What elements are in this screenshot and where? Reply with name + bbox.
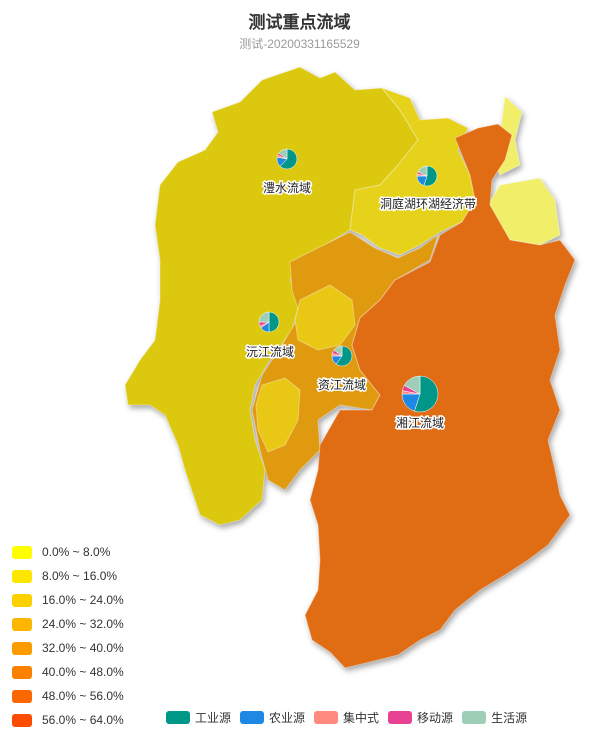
basin-label: 资江流域 [318,378,366,392]
pie-legend-label: 移动源 [417,711,454,725]
basin-label: 澧水流域 [263,181,311,195]
legend-item[interactable]: 40.0% ~ 48.0% [12,660,124,684]
pie-group [258,148,439,413]
legend-label: 32.0% ~ 40.0% [42,641,124,655]
pie-slice[interactable] [258,311,270,323]
pie-slice[interactable] [278,148,288,160]
legend-swatch [12,617,32,631]
legend-item[interactable]: 8.0% ~ 16.0% [12,564,124,588]
legend-item[interactable]: 32.0% ~ 40.0% [12,636,124,660]
legend-label: 48.0% ~ 56.0% [42,689,124,703]
legend-item[interactable]: 16.0% ~ 24.0% [12,588,124,612]
pie-slice[interactable] [279,148,298,170]
basin-label: 沅江流域 [246,345,294,359]
pie-legend-swatch [166,711,190,724]
region-lower-yellow[interactable] [255,377,301,453]
pie-legend-swatch [462,711,487,724]
pie-legend-swatch [240,711,265,724]
legend-swatch [12,593,32,607]
region-east[interactable] [304,123,576,669]
pie-legend-swatch [314,711,339,724]
region-northeast[interactable] [349,86,476,256]
legend-swatch [12,641,32,655]
pie-slice[interactable] [333,345,343,357]
basin-pie[interactable] [331,345,353,367]
basin-pie[interactable] [258,311,280,333]
legend-swatch [12,545,32,559]
pie-legend-item[interactable]: 工业源 [166,709,231,726]
pie-legend[interactable]: 工业源 农业源 集中式 移动源 生活源 [166,709,536,726]
basin-label: 洞庭湖环湖经济带 [380,196,476,211]
pie-slice[interactable] [335,345,353,367]
basin-pie[interactable] [401,375,439,413]
legend-label: 40.0% ~ 48.0% [42,665,124,679]
legend-label: 8.0% ~ 16.0% [42,569,118,583]
legend-swatch [12,569,32,583]
region-zijiang-inner[interactable] [294,284,356,351]
visual-map-legend[interactable]: 0.0% ~ 8.0% 8.0% ~ 16.0% 16.0% ~ 24.0% 2… [12,540,124,732]
pie-legend-item[interactable]: 集中式 [314,709,379,726]
legend-item[interactable]: 48.0% ~ 56.0% [12,684,124,708]
chart-subtitle: 测试-20200331165529 [239,37,360,51]
pie-legend-label: 农业源 [269,711,306,725]
pie-legend-label: 集中式 [343,711,380,725]
legend-label: 16.0% ~ 24.0% [42,593,124,607]
legend-label: 24.0% ~ 32.0% [42,617,124,631]
basin-pie[interactable] [276,148,298,170]
pie-slice[interactable] [417,165,428,177]
legend-item[interactable]: 56.0% ~ 64.0% [12,708,124,732]
legend-swatch [12,665,32,679]
legend-swatch [12,689,32,703]
pie-slice[interactable] [403,375,421,395]
basin-label: 湘江流域 [396,415,444,430]
pie-legend-item[interactable]: 移动源 [388,709,453,726]
pie-slice[interactable] [414,375,439,413]
legend-swatch [12,713,32,727]
legend-label: 0.0% ~ 8.0% [42,545,111,559]
legend-item[interactable]: 24.0% ~ 32.0% [12,612,124,636]
pie-slice[interactable] [268,311,280,333]
pie-legend-item[interactable]: 生活源 [462,709,527,726]
chart-title: 测试重点流域 [248,13,351,32]
pie-legend-item[interactable]: 农业源 [240,709,305,726]
legend-label: 56.0% ~ 64.0% [42,713,124,727]
pie-legend-label: 工业源 [195,711,232,725]
pie-legend-label: 生活源 [491,711,528,725]
region-west[interactable] [124,66,419,526]
legend-item[interactable]: 0.0% ~ 8.0% [12,540,124,564]
pie-legend-swatch [388,711,413,724]
basin-pie[interactable] [416,165,438,187]
